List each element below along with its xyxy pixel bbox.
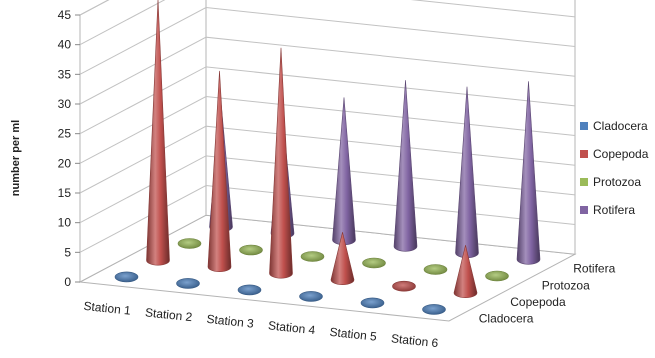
x-tick-label: Station 3	[206, 312, 255, 331]
gridline	[79, 0, 576, 46]
cone-copepoda-station-4	[330, 232, 355, 285]
disc-protozoa-station-5	[423, 264, 448, 275]
disc-protozoa-station-3	[300, 251, 325, 262]
y-tick-label: 5	[64, 245, 71, 259]
x-tick-label: Station 1	[83, 299, 132, 318]
gridline	[79, 36, 576, 105]
disc-cladocera-station-6	[422, 304, 446, 315]
legend-label-copepoda: Copepoda	[593, 147, 649, 161]
depth-axis-ticks: Cladocera Copepoda Protozoa Rotifera	[479, 262, 616, 326]
disc-protozoa-station-6	[485, 270, 509, 282]
chart-grid	[75, 0, 576, 283]
cone-rotifera-station-6	[516, 81, 541, 265]
gridline	[79, 7, 576, 75]
disc-cladocera-station-4	[299, 291, 323, 302]
x-tick-label: Station 2	[144, 305, 193, 324]
y-tick-label: 35	[58, 67, 72, 81]
depth-tick-label: Rotifera	[573, 262, 615, 276]
chart-walls	[78, 0, 577, 322]
gridline	[79, 125, 576, 194]
legend-swatch-rotifera	[580, 206, 588, 214]
y-tick-label: 0	[64, 275, 71, 289]
gridline	[79, 66, 576, 135]
legend-label-cladocera: Cladocera	[593, 119, 648, 133]
disc-protozoa-station-1	[177, 238, 202, 249]
x-tick-label: Station 5	[329, 325, 378, 344]
cone-rotifera-station-5	[455, 86, 479, 259]
cone-copepoda-station-2	[207, 70, 232, 272]
y-tick-label: 30	[58, 97, 72, 111]
y-tick-label: 20	[58, 156, 72, 170]
cone-copepoda-station-1	[146, 0, 170, 266]
legend: Cladocera Copepoda Protozoa Rotifera	[580, 119, 649, 217]
depth-tick-label: Cladocera	[479, 312, 534, 326]
disc-protozoa-station-4	[362, 257, 386, 269]
y-tick-label: 10	[58, 216, 72, 230]
cone-copepoda-station-6	[453, 245, 478, 298]
x-tick-label: Station 6	[390, 331, 439, 350]
cone-copepoda-station-3	[269, 47, 293, 279]
y-axis-label: number per ml	[10, 120, 22, 196]
cone-rotifera-station-3	[332, 97, 356, 246]
y-tick-label: 15	[58, 186, 72, 200]
gridline	[79, 185, 576, 253]
disc-cladocera-station-3	[237, 284, 262, 296]
disc-cladocera-station-5	[360, 297, 385, 309]
legend-label-rotifera: Rotifera	[593, 203, 635, 217]
disc-cladocera-station-2	[176, 278, 200, 289]
disc-copepoda-station-5	[392, 280, 416, 292]
x-tick-label: Station 4	[267, 318, 316, 337]
gridline	[79, 155, 576, 224]
legend-swatch-cladocera	[580, 122, 588, 130]
legend-label-protozoa: Protozoa	[593, 175, 641, 189]
disc-protozoa-station-2	[239, 244, 263, 256]
depth-tick-label: Copepoda	[510, 295, 566, 309]
y-axis-ticks: 0 5 10 15 20 25 30 35 40 45	[58, 8, 72, 289]
y-tick-label: 45	[58, 8, 72, 22]
depth-tick-label: Protozoa	[542, 278, 590, 292]
chart-marks	[114, 0, 541, 315]
y-tick-label: 40	[58, 38, 72, 52]
cone-rotifera-station-4	[393, 80, 418, 252]
legend-swatch-protozoa	[580, 178, 588, 186]
gridline	[79, 96, 576, 164]
disc-cladocera-station-1	[114, 271, 139, 283]
y-tick-label: 25	[58, 127, 72, 141]
x-axis-ticks: Station 1 Station 2 Station 3 Station 4 Stat…	[83, 299, 439, 350]
legend-swatch-copepoda	[580, 150, 588, 158]
